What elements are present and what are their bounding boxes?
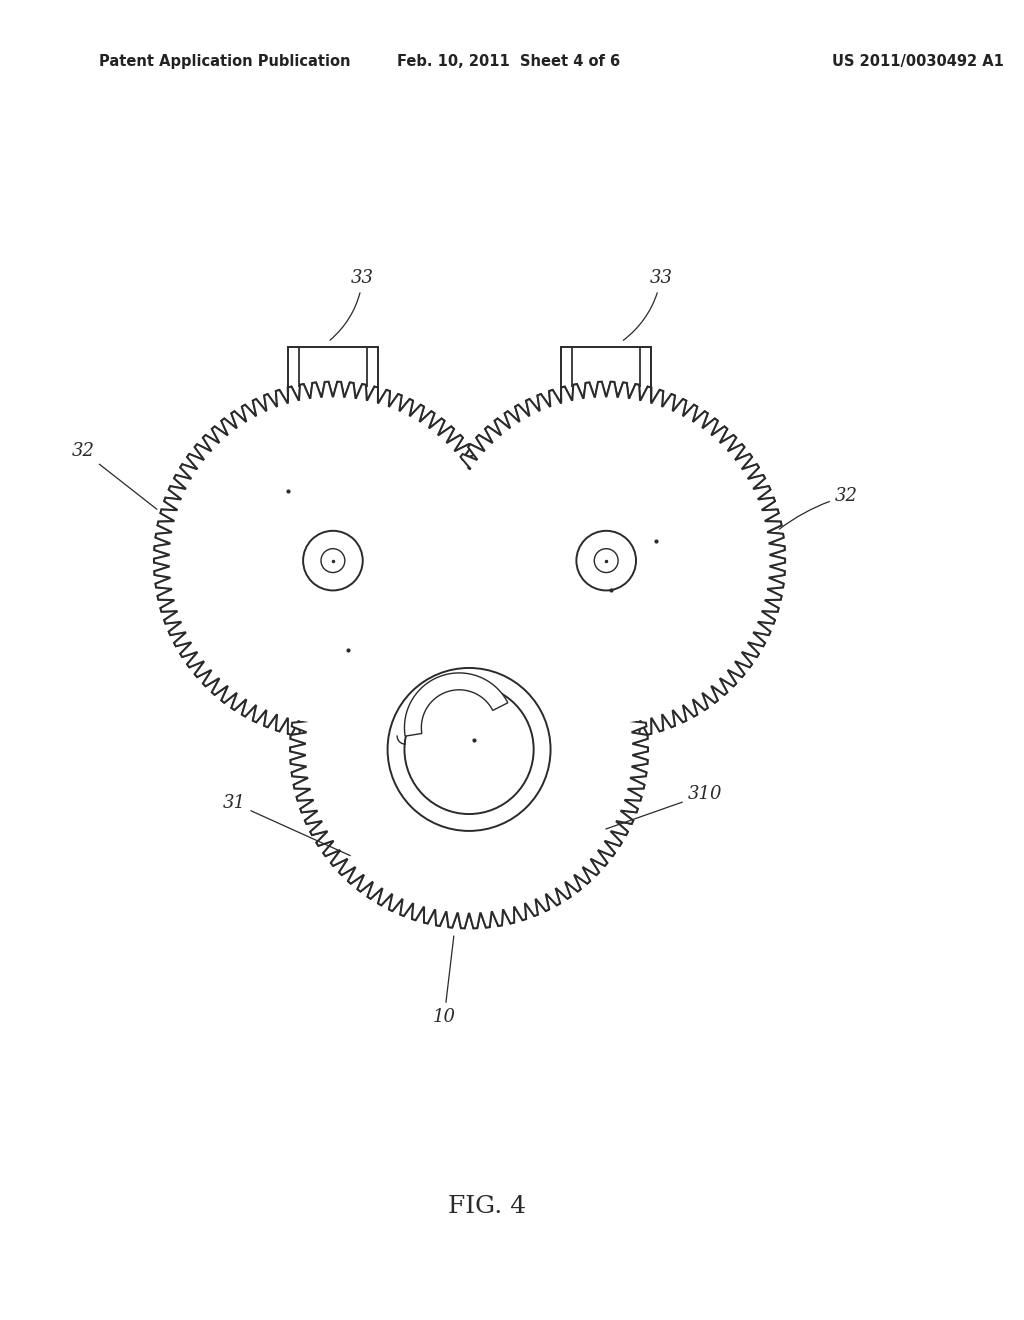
- Polygon shape: [154, 381, 512, 739]
- Circle shape: [307, 587, 631, 911]
- Circle shape: [170, 397, 496, 723]
- Circle shape: [577, 531, 636, 590]
- Text: 33: 33: [330, 269, 374, 341]
- Polygon shape: [290, 570, 648, 928]
- Text: 33: 33: [624, 269, 673, 341]
- Circle shape: [306, 586, 632, 912]
- Circle shape: [306, 586, 632, 912]
- Circle shape: [321, 549, 345, 573]
- Text: 32: 32: [779, 487, 858, 529]
- Circle shape: [170, 399, 496, 723]
- Text: Feb. 10, 2011  Sheet 4 of 6: Feb. 10, 2011 Sheet 4 of 6: [397, 54, 621, 69]
- Text: FIG. 4: FIG. 4: [447, 1195, 526, 1218]
- Circle shape: [444, 399, 768, 722]
- Circle shape: [443, 397, 769, 723]
- Text: 310: 310: [606, 785, 722, 829]
- Circle shape: [404, 685, 534, 814]
- Polygon shape: [427, 381, 785, 739]
- Circle shape: [387, 668, 551, 830]
- Text: US 2011/0030492 A1: US 2011/0030492 A1: [833, 54, 1005, 69]
- Text: 31: 31: [222, 795, 350, 855]
- Polygon shape: [404, 673, 508, 737]
- Polygon shape: [154, 381, 512, 739]
- Polygon shape: [427, 381, 785, 739]
- Circle shape: [170, 397, 496, 723]
- Circle shape: [306, 587, 632, 912]
- Circle shape: [443, 397, 769, 723]
- Text: 32: 32: [72, 442, 157, 510]
- Circle shape: [303, 531, 362, 590]
- Circle shape: [594, 549, 618, 573]
- Polygon shape: [290, 570, 648, 928]
- Circle shape: [443, 399, 769, 723]
- Circle shape: [171, 399, 495, 722]
- Text: Patent Application Publication: Patent Application Publication: [99, 54, 351, 69]
- Text: 10: 10: [433, 936, 456, 1026]
